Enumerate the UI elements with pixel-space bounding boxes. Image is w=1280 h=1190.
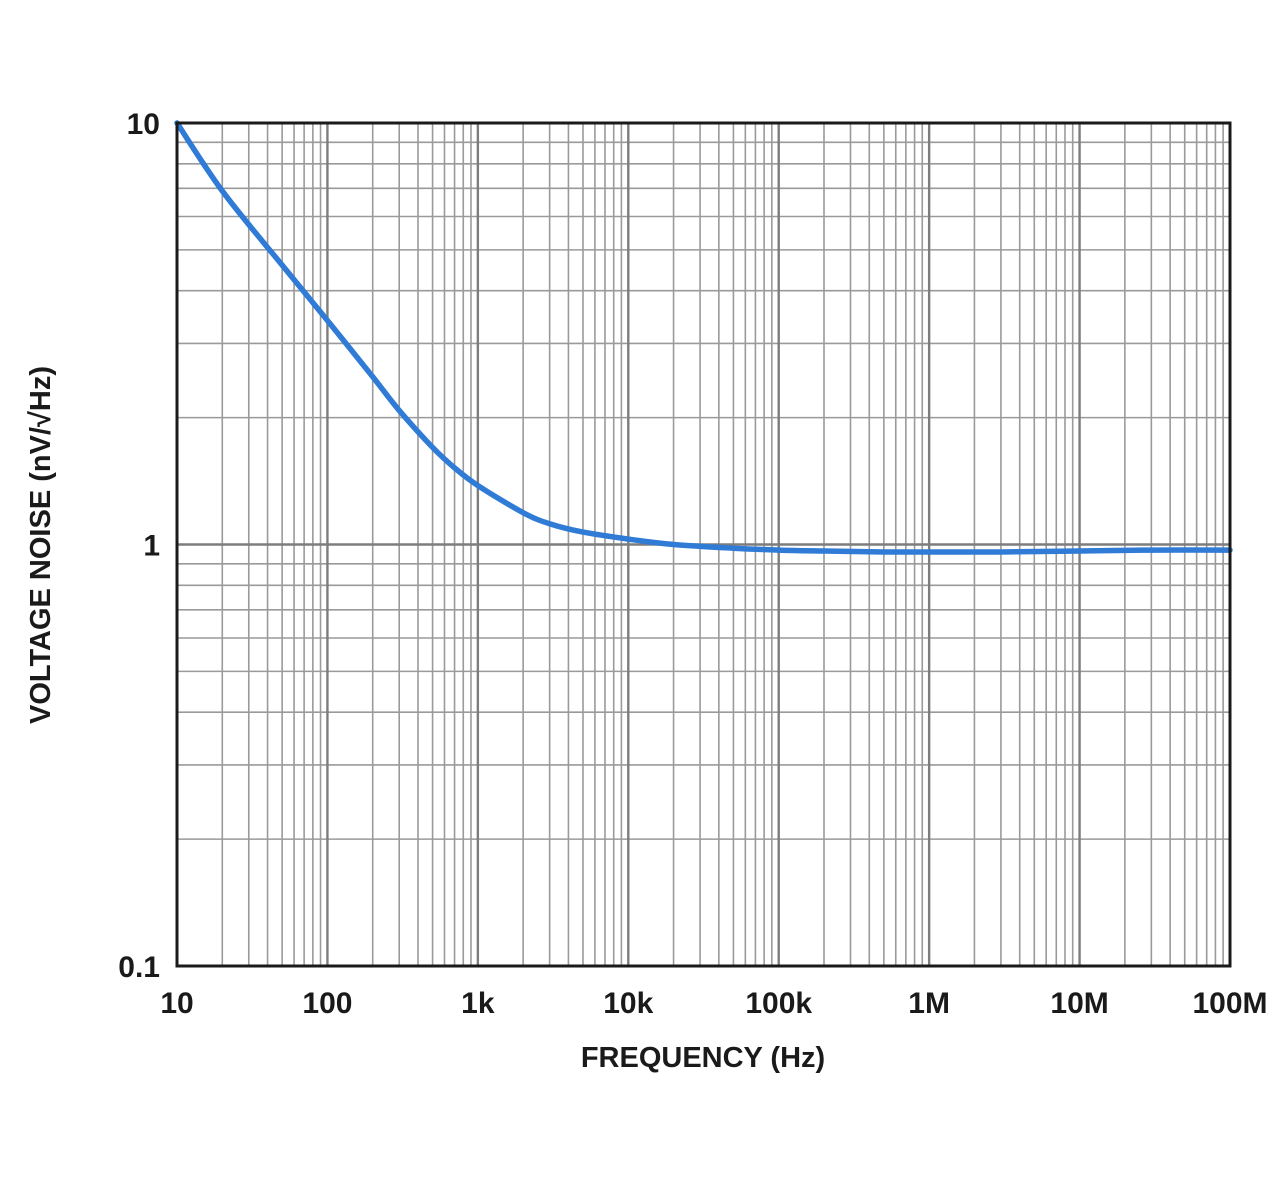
- x-tick-label: 10: [160, 987, 193, 1020]
- y-tick-labels: 10 1 0.1: [118, 108, 160, 984]
- x-tick-label: 10M: [1050, 987, 1108, 1020]
- y-axis-label: VOLTAGE NOISE (nV/√Hz): [25, 366, 57, 724]
- x-tick-labels: 10 100 1k 10k 100k 1M 10M 100M: [160, 987, 1267, 1020]
- grid: [175, 121, 1232, 968]
- y-tick-label: 10: [127, 108, 160, 141]
- x-tick-label: 100: [302, 987, 352, 1020]
- series-line: [174, 120, 1233, 555]
- x-tick-label: 10k: [603, 987, 653, 1020]
- y-tick-label: 1: [143, 530, 160, 563]
- x-tick-label: 100k: [745, 987, 812, 1020]
- x-tick-label: 100M: [1192, 987, 1267, 1020]
- x-tick-label: 1M: [908, 987, 950, 1020]
- x-axis-label: FREQUENCY (Hz): [581, 1042, 825, 1074]
- plot-series: [174, 120, 1233, 555]
- y-tick-label: 0.1: [118, 951, 160, 984]
- plot-frame: [175, 121, 1232, 968]
- x-tick-label: 1k: [461, 987, 495, 1020]
